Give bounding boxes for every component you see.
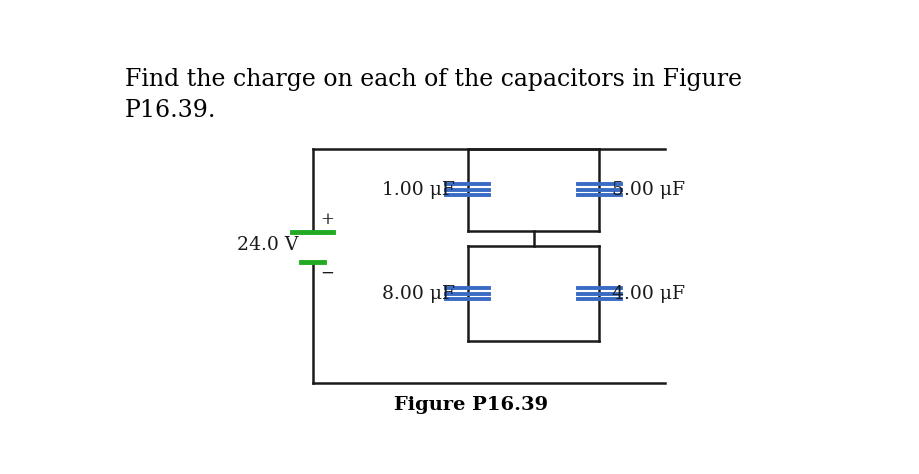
Text: 8.00 μF: 8.00 μF — [381, 285, 455, 303]
Text: 24.0 V: 24.0 V — [237, 236, 299, 254]
Text: −: − — [320, 265, 334, 282]
Text: Figure P16.39: Figure P16.39 — [394, 396, 548, 414]
Text: 4.00 μF: 4.00 μF — [611, 285, 684, 303]
Text: Find the charge on each of the capacitors in Figure: Find the charge on each of the capacitor… — [125, 68, 742, 91]
Text: +: + — [320, 211, 334, 228]
Text: P16.39.: P16.39. — [125, 99, 216, 122]
Text: 5.00 μF: 5.00 μF — [611, 181, 684, 199]
Text: 1.00 μF: 1.00 μF — [382, 181, 455, 199]
